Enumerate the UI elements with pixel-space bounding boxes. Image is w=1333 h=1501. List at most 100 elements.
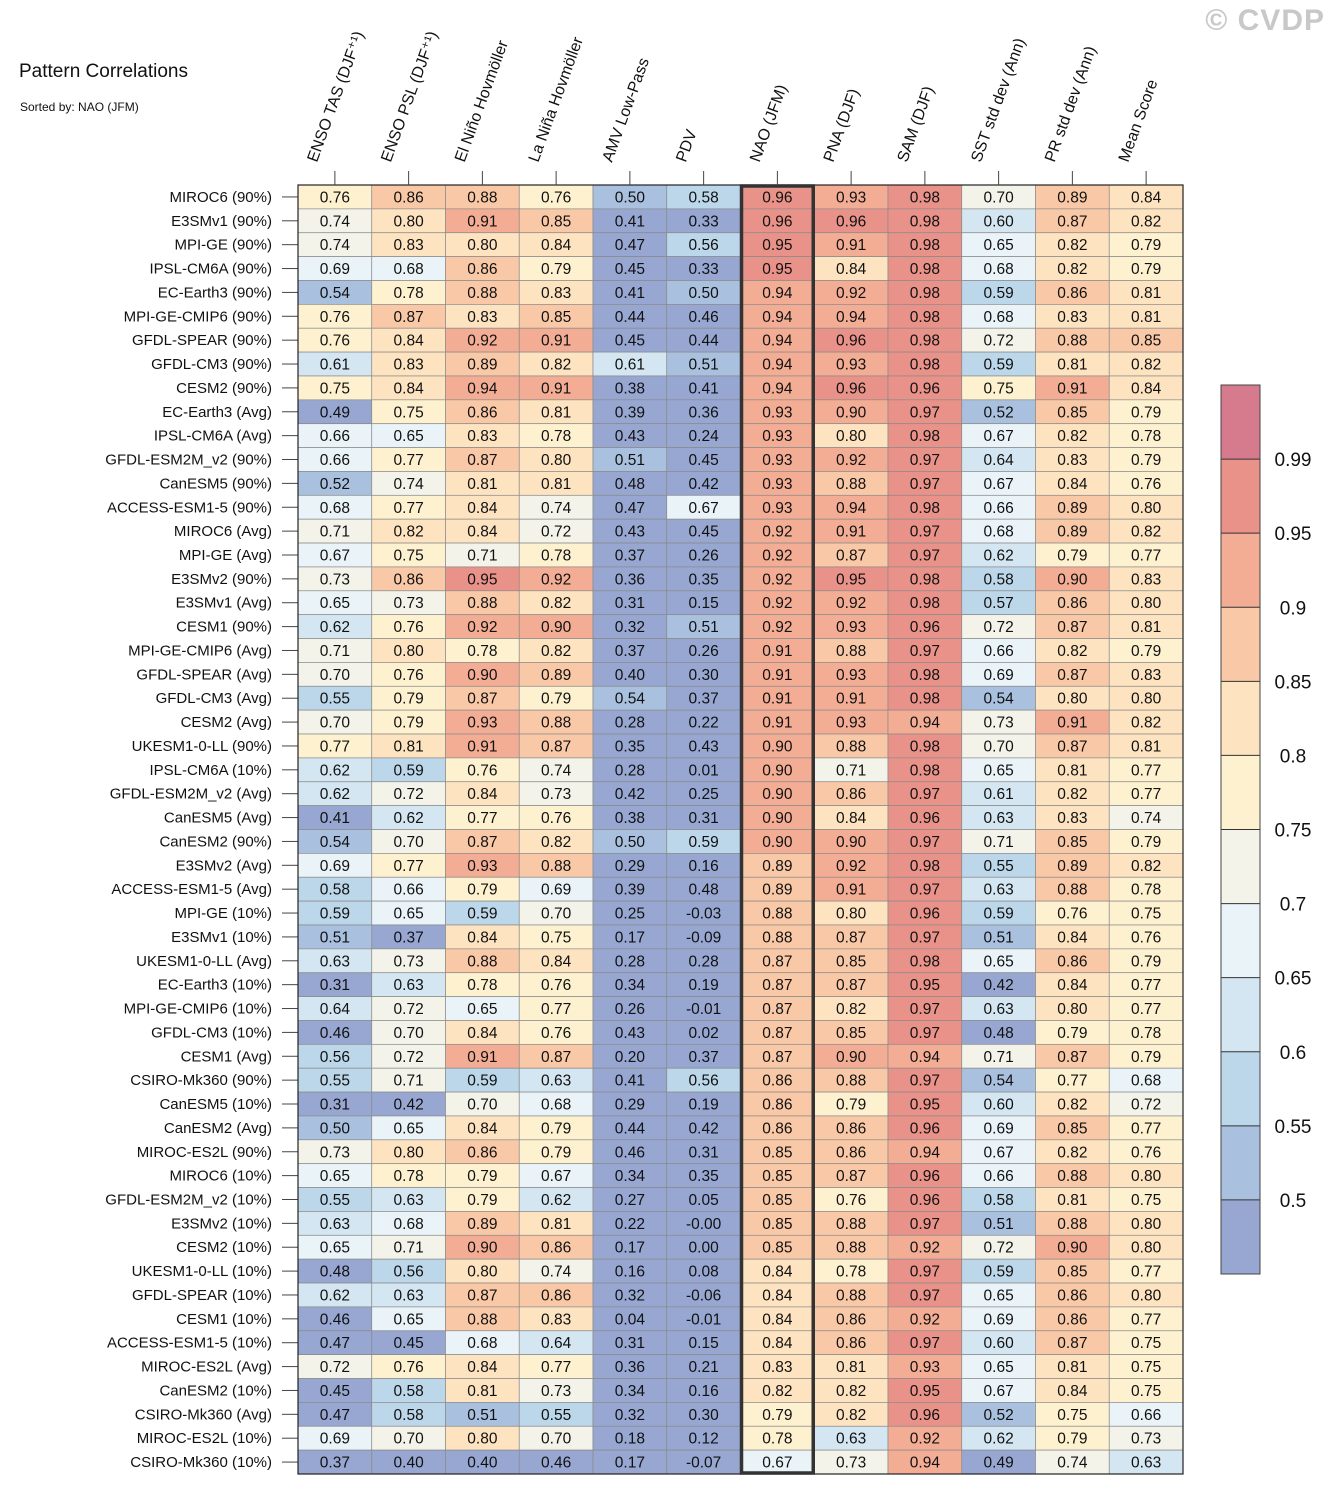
cell-value: 0.62 — [541, 1192, 571, 1209]
cell-value: 0.87 — [1057, 738, 1087, 755]
row-label: IPSL-CM6A (10%) — [149, 762, 272, 779]
cell-value: 0.54 — [320, 834, 351, 851]
cell-value: 0.97 — [910, 882, 940, 899]
cell-value: 0.85 — [836, 1025, 866, 1042]
cell-value: 0.64 — [541, 1335, 572, 1352]
cell-value: 0.42 — [615, 786, 645, 803]
row-label: E3SMv1 (10%) — [171, 929, 272, 946]
cell-value: 0.90 — [836, 834, 867, 851]
cell-value: 0.94 — [762, 357, 793, 374]
cell-value: 0.78 — [541, 547, 571, 564]
cell-value: 0.29 — [615, 1097, 645, 1114]
cell-value: 0.65 — [320, 595, 350, 612]
cell-value: 0.92 — [541, 571, 571, 588]
cell-value: 0.50 — [615, 834, 646, 851]
cell-value: 0.91 — [836, 882, 866, 899]
cell-value: 0.38 — [615, 810, 645, 827]
cell-value: 0.87 — [394, 309, 424, 326]
cell-value: 0.94 — [762, 309, 793, 326]
cell-value: 0.81 — [836, 1359, 866, 1376]
cell-value: 0.82 — [836, 1407, 866, 1424]
row-label: E3SMv1 (Avg) — [176, 595, 272, 612]
cell-value: 0.80 — [467, 237, 498, 254]
cell-value: 0.87 — [467, 452, 497, 469]
cell-value: 0.69 — [984, 1120, 1014, 1137]
column-header: El Niño Hovmöller — [452, 38, 512, 165]
cell-value: 0.79 — [1131, 261, 1161, 278]
cell-value: 0.65 — [394, 1120, 424, 1137]
cell-value: 0.95 — [467, 571, 497, 588]
cell-value: 0.68 — [984, 309, 1014, 326]
cell-value: 0.96 — [910, 1192, 940, 1209]
cell-value: 0.58 — [984, 571, 1014, 588]
row-label: EC-Earth3 (Avg) — [162, 404, 272, 421]
cell-value: 0.75 — [984, 380, 1014, 397]
cell-value: 0.84 — [394, 333, 425, 350]
cell-value: 0.46 — [615, 1144, 645, 1161]
cell-value: 0.83 — [467, 428, 497, 445]
cell-value: 0.75 — [1131, 1192, 1161, 1209]
cell-value: 0.70 — [984, 738, 1015, 755]
column-header: PR std dev (Ann) — [1042, 44, 1100, 164]
cell-value: 0.97 — [910, 1335, 940, 1352]
cell-value: 0.22 — [689, 715, 719, 732]
cell-value: 0.91 — [467, 213, 497, 230]
cell-value: 0.31 — [689, 810, 719, 827]
cell-value: 0.65 — [984, 1287, 1014, 1304]
cell-value: 0.87 — [836, 977, 866, 994]
cell-value: 0.63 — [394, 1192, 424, 1209]
cell-value: 0.65 — [984, 953, 1014, 970]
cell-value: 0.81 — [1057, 1359, 1087, 1376]
cell-value: 0.96 — [910, 619, 940, 636]
cell-value: 0.97 — [910, 547, 940, 564]
cell-value: 0.82 — [541, 643, 571, 660]
cell-value: 0.83 — [1057, 810, 1087, 827]
cell-value: 0.75 — [394, 547, 424, 564]
cell-value: 0.26 — [689, 643, 719, 660]
cell-value: 0.82 — [836, 1001, 866, 1018]
cell-value: 0.67 — [984, 428, 1014, 445]
row-label: ACCESS-ESM1-5 (Avg) — [111, 881, 272, 898]
cell-value: 0.78 — [1131, 428, 1161, 445]
cell-value: 0.84 — [762, 1335, 793, 1352]
cell-value: 0.98 — [910, 762, 940, 779]
cell-value: 0.76 — [467, 762, 497, 779]
cell-value: 0.86 — [836, 1144, 866, 1161]
cell-value: 0.75 — [394, 404, 424, 421]
cell-value: 0.71 — [836, 762, 866, 779]
colorbar-label: 0.5 — [1280, 1191, 1306, 1212]
cell-value: 0.76 — [320, 333, 350, 350]
cell-value: 0.84 — [1057, 977, 1088, 994]
cell-value: 0.65 — [984, 762, 1014, 779]
cell-value: 0.59 — [394, 762, 424, 779]
cell-value: 0.94 — [762, 285, 793, 302]
cell-value: 0.67 — [689, 500, 719, 517]
cell-value: 0.88 — [836, 1240, 866, 1257]
cell-value: 0.43 — [615, 524, 645, 541]
cell-value: 0.82 — [1131, 357, 1161, 374]
cell-value: 0.32 — [615, 1407, 645, 1424]
cell-value: 0.85 — [836, 953, 866, 970]
cell-value: 0.89 — [762, 858, 792, 875]
cell-value: 0.62 — [394, 810, 424, 827]
cell-value: 0.46 — [320, 1025, 350, 1042]
row-label: CSIRO-Mk360 (90%) — [130, 1072, 272, 1089]
cell-value: 0.89 — [467, 1216, 497, 1233]
cell-value: 0.88 — [1057, 333, 1087, 350]
cell-value: 0.52 — [984, 404, 1014, 421]
cell-value: 0.34 — [615, 1383, 646, 1400]
row-label: CESM2 (10%) — [176, 1239, 272, 1256]
row-label: MPI-GE (10%) — [174, 905, 272, 922]
cell-value: 0.81 — [467, 476, 497, 493]
cell-value: 0.85 — [541, 309, 571, 326]
cell-value: 0.59 — [984, 1264, 1014, 1281]
cell-value: 0.77 — [1131, 1264, 1161, 1281]
cell-value: 0.76 — [541, 810, 571, 827]
cell-value: 0.87 — [1057, 667, 1087, 684]
row-label: ACCESS-ESM1-5 (90%) — [107, 499, 272, 516]
highlight-column-box — [739, 184, 815, 1475]
cell-value: 0.85 — [1057, 1264, 1087, 1281]
cell-value: 0.66 — [1131, 1407, 1161, 1424]
cell-value: 0.76 — [320, 309, 350, 326]
cell-value: 0.90 — [1057, 1240, 1088, 1257]
